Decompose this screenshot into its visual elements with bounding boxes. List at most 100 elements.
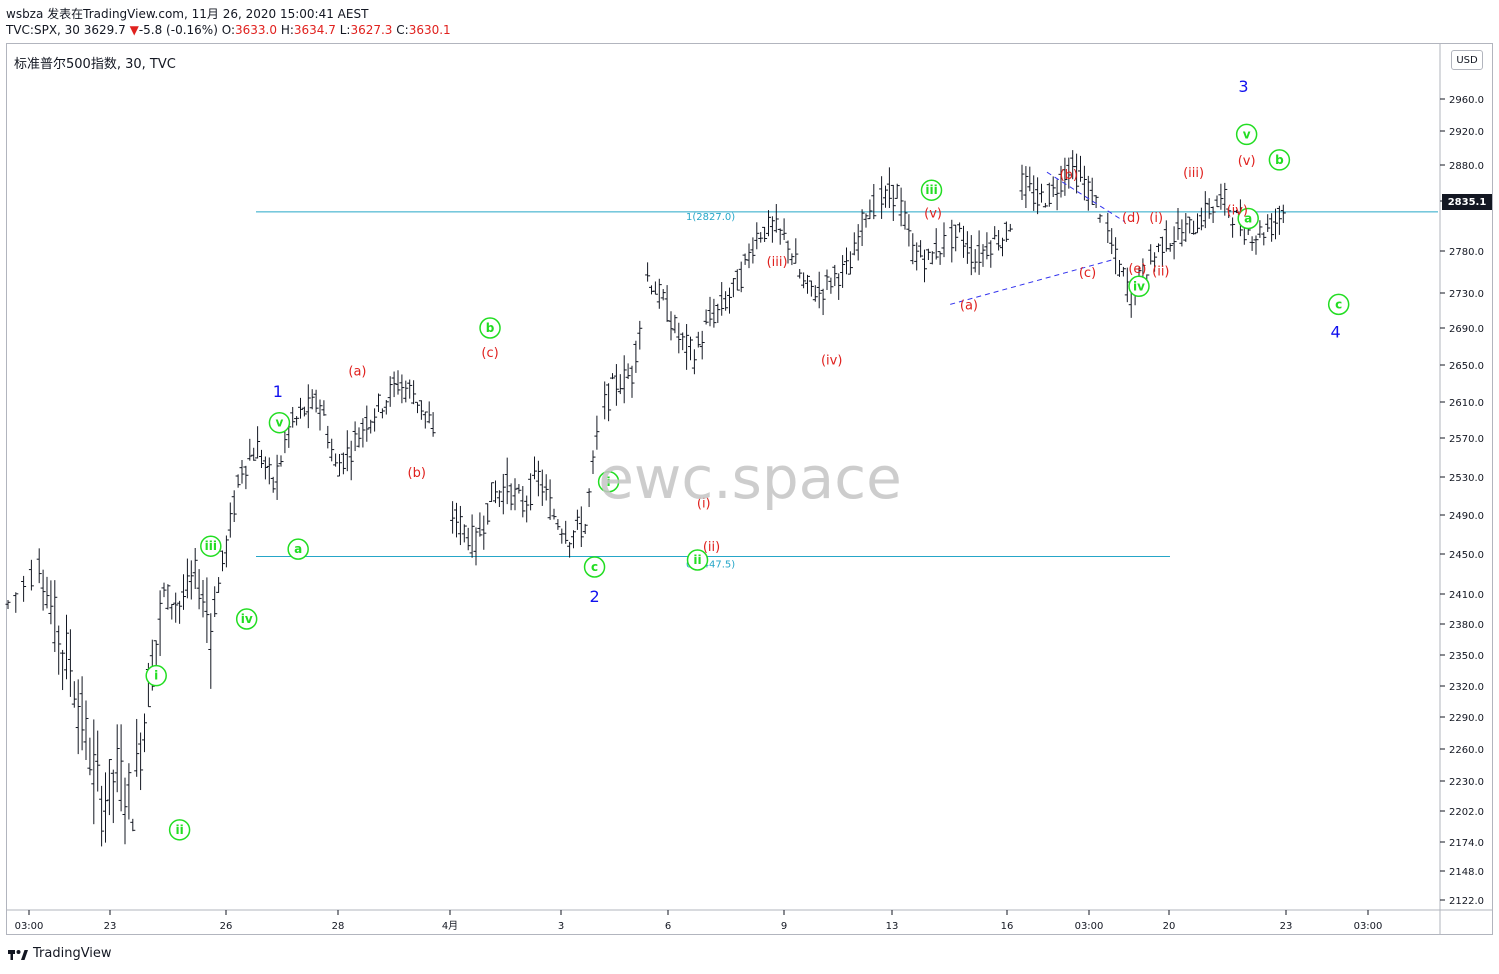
x-tick-label: 13 <box>886 921 899 932</box>
y-tick-label: 2570.0 <box>1449 434 1484 445</box>
y-tick-label: 2122.0 <box>1449 896 1484 907</box>
y-tick-label: 2780.0 <box>1449 247 1484 258</box>
y-tick-label: 2350.0 <box>1449 651 1484 662</box>
symbol-label: TVC:SPX, 30 <box>6 23 80 37</box>
y-tick-label: 2380.0 <box>1449 620 1484 631</box>
wave-circle <box>1327 293 1350 316</box>
wave-label-red: (d) <box>1122 211 1140 226</box>
brand-name: TradingView <box>33 946 112 961</box>
wave-label-green: iii <box>205 539 217 553</box>
x-tick-label: 23 <box>1280 921 1293 932</box>
wave-circle <box>920 179 943 201</box>
high-label: H: <box>280 23 294 37</box>
y-tick-label: 2960.0 <box>1449 95 1484 106</box>
y-axis: 2960.02920.02880.02840.02780.02730.02690… <box>1440 95 1484 907</box>
wave-label-red: (iii) <box>1183 166 1204 181</box>
wave-label-red: (a) <box>960 298 978 313</box>
close-value: 3630.1 <box>408 23 451 37</box>
wave-circle <box>597 471 620 493</box>
wave-label-red: (i) <box>1149 211 1163 226</box>
wave-circle <box>479 317 501 339</box>
y-tick-label: 2920.0 <box>1449 127 1484 138</box>
wave-label-blue: 3 <box>1238 77 1248 96</box>
trendlines <box>950 171 1126 305</box>
wave-circle <box>200 535 222 557</box>
x-tick-label: 03:00 <box>1354 921 1383 932</box>
wave-label-green: a <box>294 542 302 556</box>
last-price: 3629.7 <box>83 23 126 37</box>
y-tick-label: 2730.0 <box>1449 289 1484 300</box>
wave-circle <box>168 819 191 841</box>
watermark: ewc.space <box>598 444 902 512</box>
wave-label-red: (iv) <box>821 353 842 368</box>
wave-label-red: (b) <box>1060 168 1078 183</box>
y-tick-label: 2260.0 <box>1449 745 1484 756</box>
dashed-trendline <box>950 258 1115 305</box>
wave-circle <box>235 608 258 630</box>
ohlc-bar: TVC:SPX, 30 3629.7 ▼-5.8 (-0.16%) O:3633… <box>6 23 451 37</box>
fib-level-label: 0(2447.5) <box>686 560 735 571</box>
y-tick-label: 2174.0 <box>1449 838 1484 849</box>
y-tick-label: 2450.0 <box>1449 550 1484 561</box>
publish-info: wsbza 发表在TradingView.com, 11月 26, 2020 1… <box>6 7 369 21</box>
wave-label-red: (v) <box>1238 154 1256 169</box>
wave-label-green: c <box>591 560 598 574</box>
wave-label-green: iv <box>1133 279 1145 293</box>
wave-label-green: a <box>1244 212 1252 226</box>
down-arrow-icon: ▼ <box>129 23 139 37</box>
x-tick-label: 03:00 <box>15 921 44 932</box>
wave-label-red: (e) <box>1128 262 1146 277</box>
wave-label-green: ii <box>175 823 183 837</box>
x-tick-label: 9 <box>781 921 787 932</box>
y-tick-label: 2230.0 <box>1449 777 1484 788</box>
x-axis: 03:00 23 26 28 4月 3 6 9 13 16 03:00 20 23 03:00 <box>15 910 1383 932</box>
wave-label-red: (ii) <box>1152 264 1169 279</box>
tradingview-logo[interactable]: TradingView <box>8 946 112 961</box>
y-tick-label: 2530.0 <box>1449 473 1484 484</box>
wave-label-red: (b) <box>408 466 426 481</box>
y-tick-label: 2290.0 <box>1449 713 1484 724</box>
low-label: L: <box>339 23 351 37</box>
wave-label-blue: 2 <box>589 587 599 606</box>
x-tick-label: 6 <box>665 921 671 932</box>
y-tick-label: 2410.0 <box>1449 590 1484 601</box>
wave-label-green: v <box>276 416 284 430</box>
y-tick-label: 2490.0 <box>1449 511 1484 522</box>
y-tick-label: 2148.0 <box>1449 867 1484 878</box>
wave-circle <box>686 549 709 571</box>
wave-circle <box>268 411 291 434</box>
wave-label-red: (v) <box>924 207 942 222</box>
fib-level-label: 1(2827.0) <box>686 212 735 223</box>
wave-circle <box>583 556 606 578</box>
y-tick-label: 2320.0 <box>1449 682 1484 693</box>
wave-label-green: i <box>154 669 158 683</box>
y-tick-label: 2690.0 <box>1449 324 1484 335</box>
wave-label-red: (ii) <box>703 540 720 555</box>
y-tick-label: 2202.0 <box>1449 807 1484 818</box>
ohlc-bars <box>5 150 1286 847</box>
x-tick-label: 16 <box>1001 921 1014 932</box>
tradingview-icon <box>8 949 28 960</box>
wave-label-blue: 4 <box>1330 323 1340 342</box>
wave-label-green: b <box>1275 153 1284 167</box>
wave-label-green: v <box>1243 127 1251 141</box>
x-tick-label: 23 <box>104 921 117 932</box>
chart-frame[interactable] <box>6 43 1493 935</box>
dashed-trendline <box>1046 171 1126 223</box>
wave-label-blue: 1 <box>273 382 283 401</box>
low-value: 3627.3 <box>350 23 393 37</box>
wave-label-red: (c) <box>481 346 498 361</box>
wave-circle <box>1128 275 1150 298</box>
high-value: 3634.7 <box>293 23 336 37</box>
wave-circle <box>1235 123 1258 146</box>
wave-label-red: (c) <box>1079 266 1096 281</box>
wave-labels: 1234iiiiiiivvabciiiiiiivvabc(a)(b)(c)(i)… <box>145 77 1350 841</box>
x-tick-label: 4月 <box>442 920 458 932</box>
open-label: O: <box>221 23 235 37</box>
chart-title: 标准普尔500指数, 30, TVC <box>14 57 176 72</box>
currency-button[interactable]: USD <box>1451 50 1483 70</box>
wave-label-red: (iii) <box>767 255 788 270</box>
last-price-badge: 2835.1 <box>1442 194 1492 210</box>
y-tick-label: 2880.0 <box>1449 161 1484 172</box>
